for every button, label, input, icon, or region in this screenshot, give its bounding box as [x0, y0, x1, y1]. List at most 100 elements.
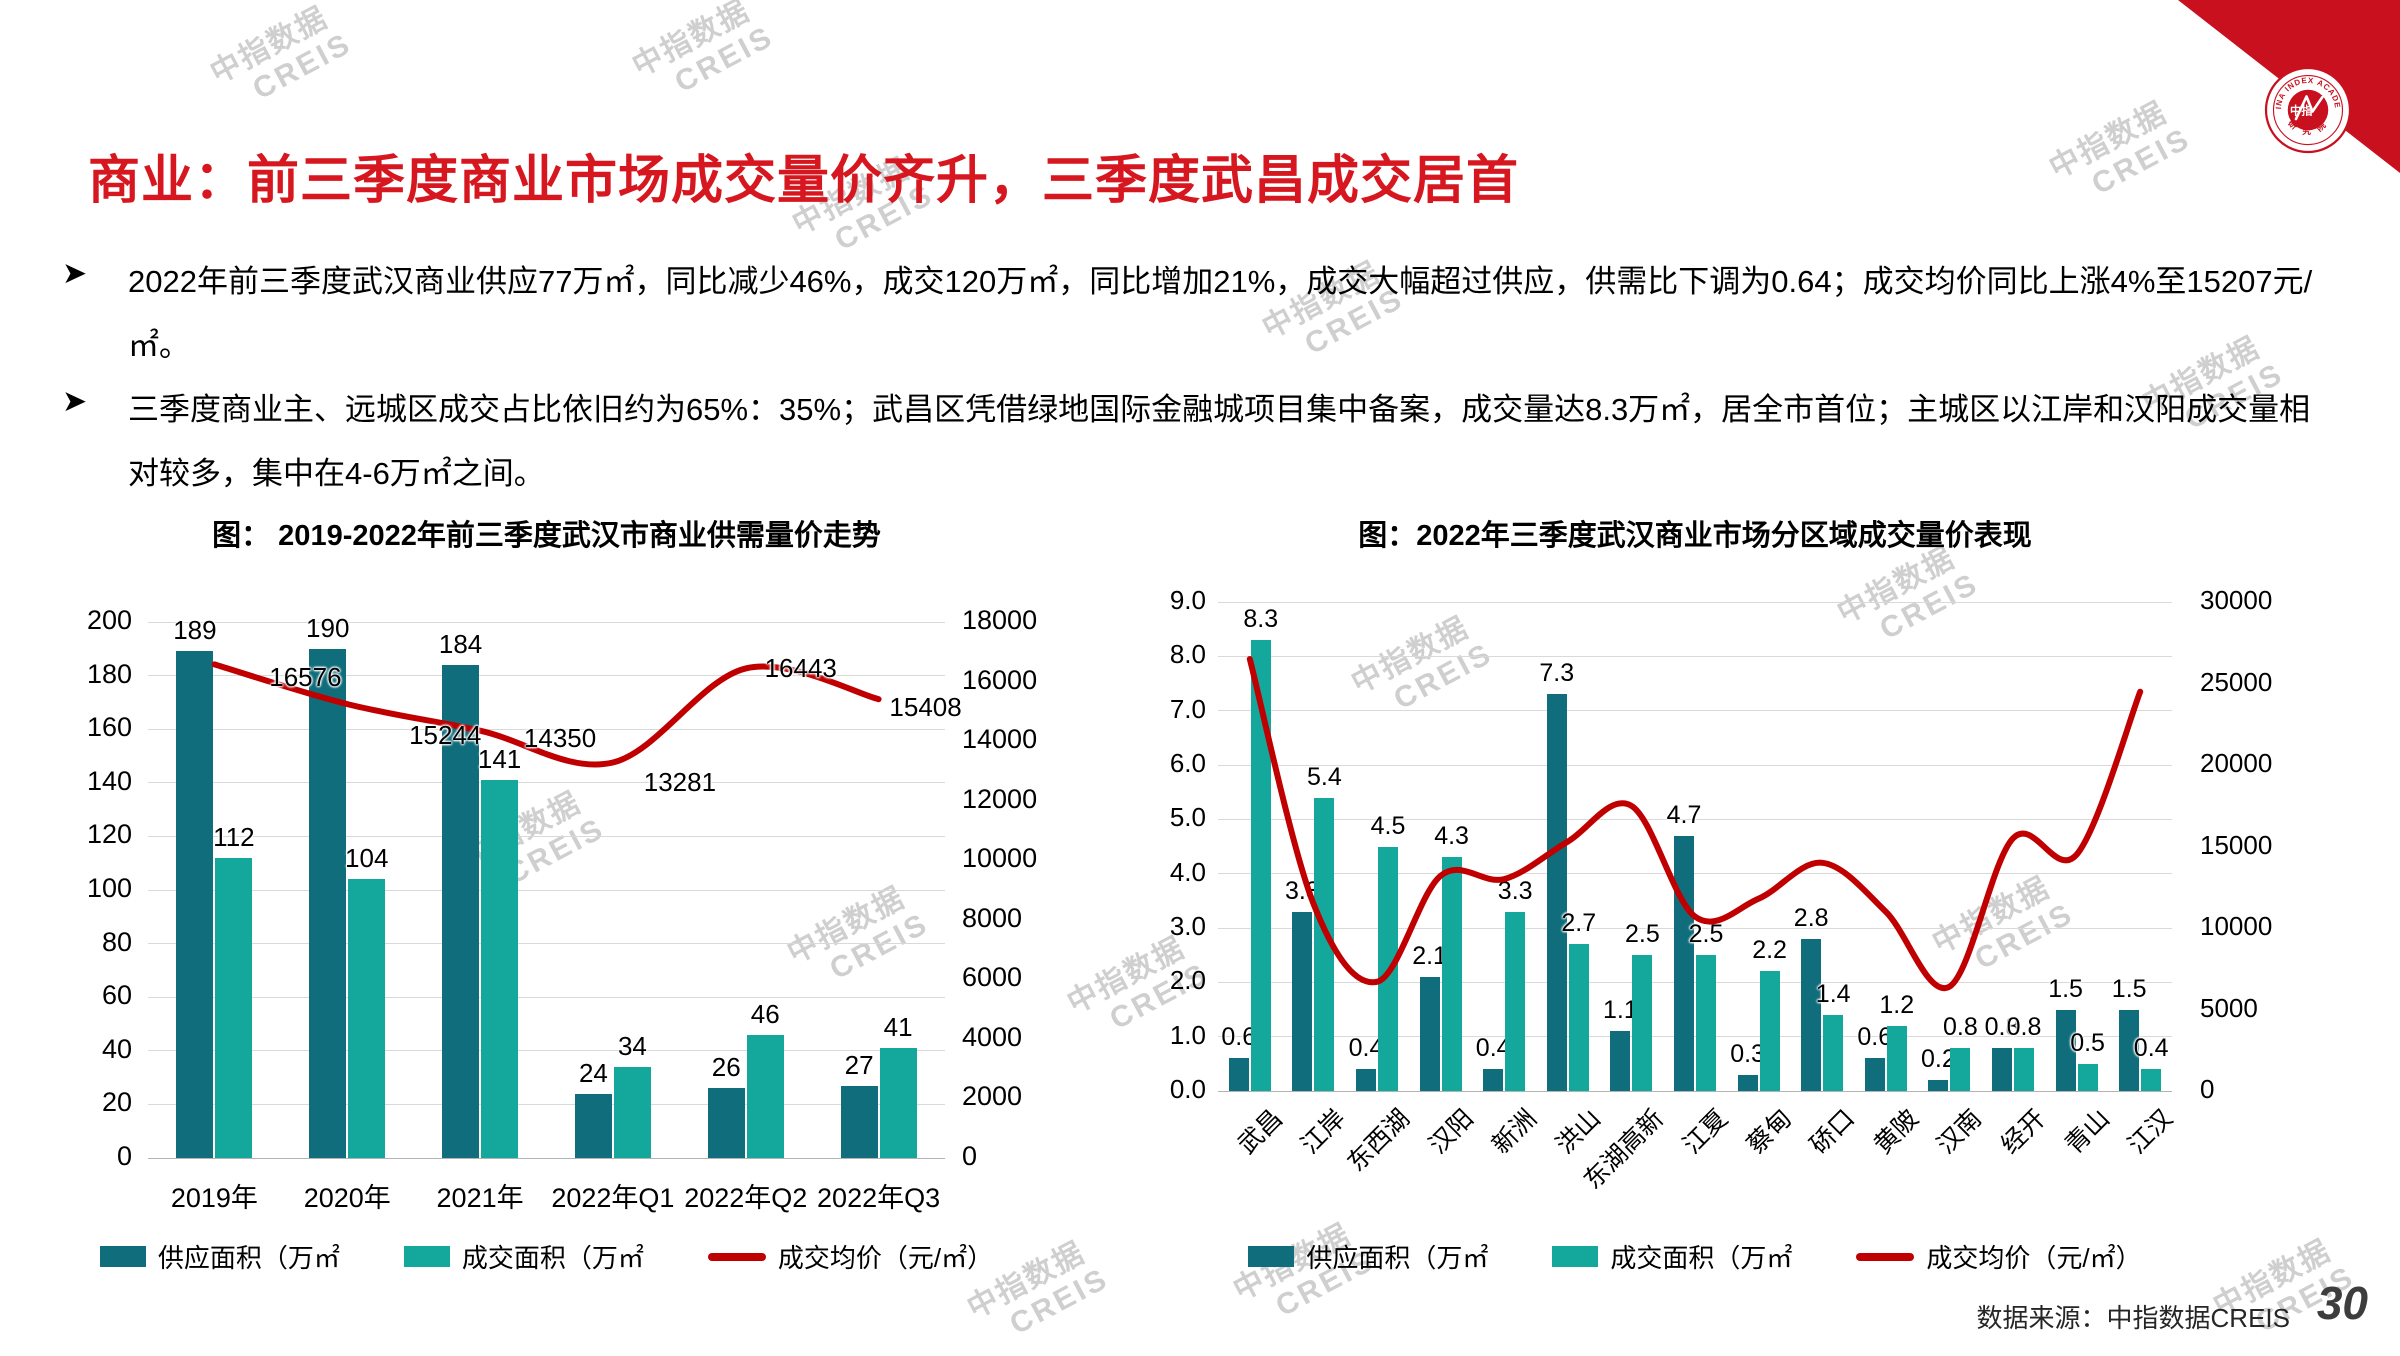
legend: 供应面积（万㎡ 成交面积（万㎡ 成交均价（元/㎡）: [99, 1238, 993, 1275]
bar-transaction: [2077, 1063, 2098, 1091]
bar-transaction: [1250, 640, 1271, 1091]
bar-value-label: 0.8: [1943, 1012, 1978, 1041]
bar-transaction: [2141, 1069, 2162, 1091]
gridline: [148, 996, 945, 998]
bar-transaction: [215, 857, 253, 1158]
legend-item: 成交均价（元/㎡）: [1856, 1238, 2142, 1275]
bar-supply: [1992, 1047, 2012, 1091]
y-axis-left-tick-label: 8.0: [1169, 639, 1206, 670]
legend-label: 成交均价（元/㎡）: [1926, 1243, 2142, 1273]
y-axis-left-tick-label: 5.0: [1169, 802, 1206, 833]
line-value-label: 14350: [523, 722, 597, 753]
bar-value-label: 26: [711, 1052, 741, 1083]
y-axis-left-tick-label: 100: [86, 872, 132, 903]
y-axis-left-tick-label: 200: [86, 604, 132, 635]
bar-transaction: [1568, 944, 1589, 1091]
bar-value-label: 0.8: [1984, 1012, 2020, 1041]
bar-value-label: 0.3: [1730, 1039, 1765, 1068]
legend: 供应面积（万㎡ 成交面积（万㎡ 成交均价（元/㎡）: [1218, 1238, 2172, 1275]
bar-supply: [1483, 1069, 1504, 1091]
y-axis-left-tick-label: 40: [101, 1033, 132, 1064]
gridline: [148, 1050, 945, 1052]
bullet-arrow-icon: ➤: [62, 385, 88, 418]
bar-supply: [1356, 1069, 1376, 1091]
y-axis-left-tick-label: 140: [86, 765, 132, 796]
bar-supply: [1292, 911, 1313, 1091]
bar-transaction: [1314, 797, 1335, 1091]
page-title: 商业：前三季度商业市场成交量价齐升，三季度武昌成交居首: [88, 152, 1520, 210]
chart-title-right: 图：2022年三季度武汉商业市场分区域成交量价表现: [1358, 520, 2032, 552]
legend-bar-swatch-icon: [403, 1246, 450, 1267]
bar-supply: [309, 648, 347, 1158]
gridline: [148, 943, 945, 945]
bar-transaction: [1759, 971, 1780, 1091]
gridline: [148, 1103, 945, 1105]
y-axis-left-tick-label: 0: [116, 1140, 132, 1171]
y-axis-right-tick-label: 0: [2200, 1073, 2215, 1104]
y-axis-left-tick-label: 3.0: [1169, 910, 1206, 941]
source-note: 数据来源：中指数据CREIS: [1976, 1303, 2290, 1333]
line-value-label: 16443: [764, 653, 837, 684]
bar-transaction: [1632, 955, 1653, 1091]
bar-value-label: 0.6: [1221, 1023, 1257, 1052]
legend-line-swatch-icon: [1856, 1252, 1915, 1261]
bullet-text: 三季度商业主、远城区成交占比依旧约为65%：35%；武昌区凭借绿地国际金融城项目…: [128, 392, 2311, 491]
bar-transaction: [1696, 955, 1716, 1091]
line-value-label: 16576: [269, 662, 342, 693]
academy-logo-icon: CHINA INDEX ACADEMY 研 究 院 中指: [2248, 50, 2352, 154]
bullet-text: 2022年前三季度武汉商业供应77万㎡，同比减少46%，成交120万㎡，同比增加…: [128, 264, 2313, 363]
page-number: 30: [2316, 1277, 2368, 1329]
y-axis-left-tick-label: 160: [86, 712, 132, 743]
bar-value-label: 2.2: [1752, 936, 1787, 965]
line-value-label: 13281: [643, 766, 717, 797]
gridline: [148, 782, 945, 784]
bar-value-label: 41: [883, 1012, 913, 1043]
legend-label: 供应面积（万㎡: [157, 1243, 340, 1273]
y-axis-right-tick-label: 15000: [2200, 829, 2273, 860]
y-axis-right-tick-label: 12000: [962, 783, 1038, 814]
bar-value-label: 0.4: [1475, 1034, 1511, 1063]
bar-value-label: 5.4: [1307, 762, 1342, 791]
bar-supply: [574, 1093, 612, 1158]
bar-transaction: [481, 780, 519, 1158]
svg-text:中指: 中指: [2290, 104, 2313, 118]
gridline: [148, 889, 945, 891]
x-axis-category-label: 2021年: [436, 1183, 524, 1213]
legend-item: 供应面积（万㎡: [99, 1238, 340, 1275]
x-axis-category-label: 2022年Q1: [551, 1183, 675, 1213]
legend-item: 成交面积（万㎡: [1552, 1238, 1792, 1275]
bar-value-label: 0.4: [1348, 1034, 1384, 1063]
bar-transaction: [746, 1034, 784, 1158]
y-axis-left-tick-label: 180: [86, 658, 132, 689]
bar-supply: [1928, 1080, 1949, 1091]
legend-label: 成交面积（万㎡: [461, 1243, 644, 1273]
y-axis-right-tick-label: 8000: [962, 902, 1023, 933]
bar-transaction: [613, 1066, 651, 1158]
gridline: [1218, 601, 2172, 603]
y-axis-left-tick-label: 0.0: [1169, 1073, 1206, 1104]
bar-value-label: 184: [438, 628, 483, 659]
bar-value-label: 7.3: [1539, 659, 1575, 688]
bullet-arrow-icon: ➤: [62, 257, 88, 290]
bar-value-label: 190: [306, 612, 350, 643]
bar-value-label: 0.2: [1921, 1045, 1956, 1074]
legend-label: 成交均价（元/㎡）: [777, 1243, 994, 1273]
x-axis-category-label: 2020年: [303, 1183, 391, 1213]
y-axis-right-tick-label: 2000: [962, 1081, 1023, 1112]
y-axis-right-tick-label: 14000: [962, 724, 1038, 755]
gridline: [148, 835, 945, 837]
chart-title-left: 图： 2019-2022年前三季度武汉市商业供需量价走势: [212, 520, 881, 552]
gridline: [148, 1157, 945, 1159]
legend-label: 供应面积（万㎡: [1306, 1243, 1489, 1273]
bar-value-label: 0.6: [1857, 1023, 1893, 1052]
bar-transaction: [879, 1048, 917, 1158]
y-axis-left-tick-label: 60: [101, 980, 132, 1011]
bar-value-label: 8.3: [1243, 605, 1279, 634]
bar-value-label: 3.3: [1497, 876, 1533, 905]
bar-value-label: 0.4: [2133, 1034, 2169, 1063]
